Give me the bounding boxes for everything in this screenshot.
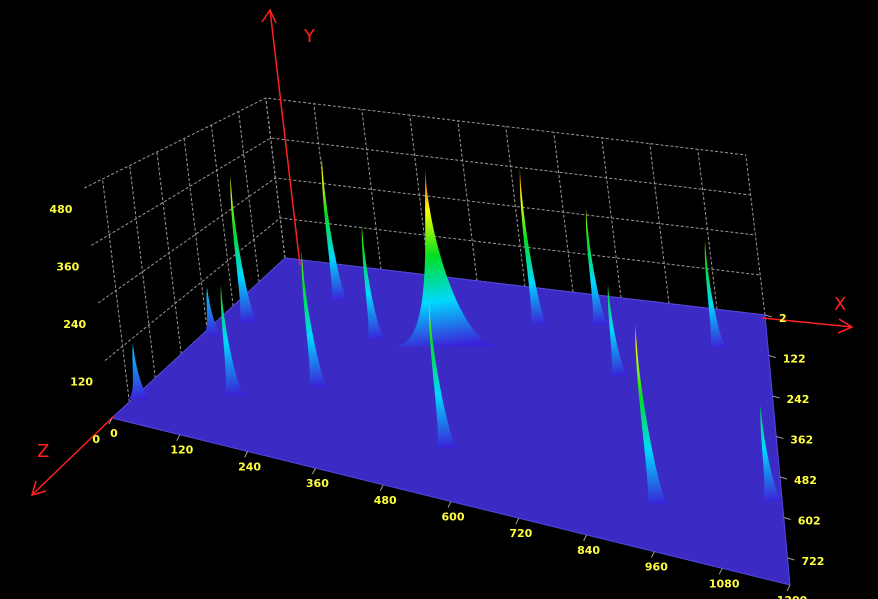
peak (585, 208, 609, 325)
x-tick-label: 1080 (709, 577, 740, 590)
tick-mark (779, 476, 788, 480)
x-tick-label: 240 (238, 460, 261, 473)
grid-line (104, 217, 761, 361)
peak (607, 284, 629, 376)
z-tick-label: 242 (787, 393, 810, 406)
x-tick-label: 360 (306, 477, 329, 490)
peak (301, 251, 329, 387)
z-tick-label: 722 (802, 555, 825, 568)
z-tick-label: 122 (783, 353, 806, 366)
z-tick-label: 602 (798, 515, 821, 528)
peak (202, 287, 223, 336)
tick-mark (108, 417, 113, 425)
z-tick-label: 362 (790, 434, 813, 447)
x-tick-label: 960 (645, 561, 668, 574)
peak (704, 241, 727, 348)
y-tick-label: 120 (70, 376, 93, 389)
x-axis-title: X (834, 294, 846, 315)
peak (635, 323, 669, 505)
x-arrow-head (837, 318, 854, 334)
y-arrow-head (261, 8, 277, 24)
y-tick-label: 240 (63, 318, 86, 331)
z-tick-label: 482 (794, 474, 817, 487)
grid-line (97, 177, 756, 304)
axes: Y X Z (30, 8, 854, 497)
z-tick-label: 2 (779, 312, 787, 325)
tick-labels: 0 120 240 360 480 0 120 240 360 480 600 720 840 960 10… (49, 203, 824, 599)
peak (128, 343, 151, 399)
y-axis-title: Y (303, 26, 316, 47)
z-axis-title: Z (37, 441, 49, 462)
x-tick-label: 1200 (777, 594, 808, 599)
peak (361, 224, 386, 340)
peak (395, 167, 498, 347)
tick-mark (176, 434, 181, 441)
peak (230, 175, 258, 323)
tick-mark (515, 517, 520, 525)
tick-mark (311, 467, 316, 475)
grid-line (649, 143, 670, 304)
x-tick-label: 840 (577, 544, 600, 557)
z-axis-arrow (31, 415, 115, 496)
peak (220, 284, 246, 396)
tick-mark (718, 568, 723, 575)
y-tick-label: 480 (49, 203, 72, 216)
tick-mark (787, 557, 795, 561)
tick-mark (447, 501, 452, 508)
grid-line (183, 138, 208, 331)
x-tick-label: 480 (374, 494, 397, 507)
grid-line (84, 97, 746, 189)
tick-mark (786, 584, 791, 592)
peak (760, 405, 783, 502)
peak (321, 156, 348, 301)
z-arrow-head (30, 480, 47, 497)
x-tick-label: 120 (170, 444, 193, 457)
grid-line (91, 137, 751, 246)
x-tick-label: 720 (509, 527, 532, 540)
tick-mark (768, 355, 776, 358)
tick-mark (244, 451, 249, 458)
grid-line (361, 109, 382, 270)
tick-mark (772, 395, 780, 399)
x-axis-arrow (761, 317, 853, 328)
peak (428, 300, 458, 448)
tick-mark (650, 551, 655, 558)
peaks (128, 156, 783, 505)
peak (519, 167, 548, 325)
grid-line (238, 111, 260, 283)
y-tick-label: 0 (92, 433, 100, 446)
x-tick-label: 0 (110, 427, 118, 440)
tick-mark (783, 517, 791, 520)
tick-mark (379, 484, 384, 492)
y-tick-label: 360 (56, 261, 79, 274)
tick-mark (764, 314, 773, 318)
tick-mark (776, 436, 784, 439)
y-axis-arrow (269, 9, 301, 266)
x-tick-label: 600 (442, 511, 465, 524)
tick-mark (583, 534, 588, 542)
grid-line (129, 165, 156, 379)
grid-line (505, 126, 526, 287)
